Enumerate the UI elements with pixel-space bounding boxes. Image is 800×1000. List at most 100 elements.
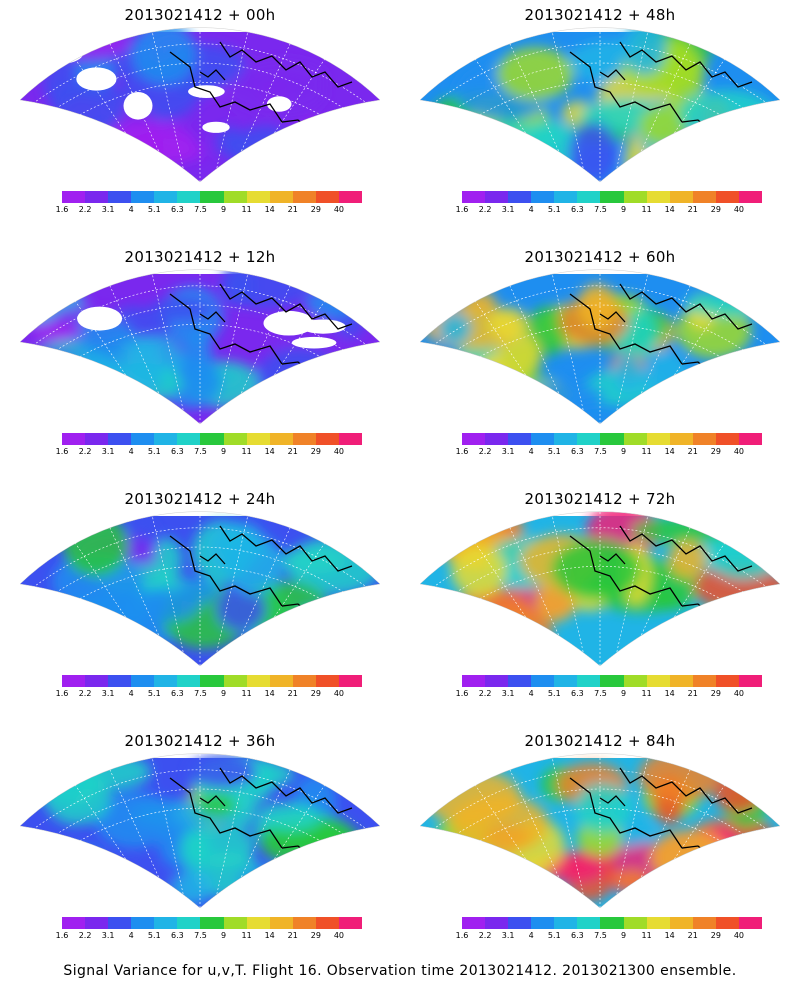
colorbar-swatch bbox=[269, 191, 293, 203]
colorbar-tick-label: 11 bbox=[641, 205, 652, 214]
colorbar-swatch bbox=[154, 917, 178, 929]
colorbar-tick-label: 21 bbox=[687, 205, 698, 214]
longitude-line bbox=[549, 511, 601, 667]
field-blob bbox=[47, 618, 82, 649]
colorbar-swatch bbox=[338, 191, 363, 203]
colorbar-tick-label: 14 bbox=[664, 447, 675, 456]
colorbar-swatch bbox=[600, 917, 624, 929]
colorbar-swatch bbox=[508, 433, 532, 445]
colorbar-tick-label: 6.3 bbox=[171, 689, 184, 698]
field-blob bbox=[182, 329, 213, 393]
field-blob bbox=[643, 350, 692, 413]
colorbar-swatch bbox=[738, 433, 763, 445]
latitude-line bbox=[420, 546, 780, 619]
latitude-line bbox=[20, 788, 380, 861]
field-blob bbox=[150, 296, 215, 321]
longitude-line bbox=[199, 753, 301, 909]
colorbar-swatch bbox=[485, 433, 509, 445]
colorbar-tick-label: 14 bbox=[264, 931, 275, 940]
colorbar-tick-label: 21 bbox=[287, 447, 298, 456]
colorbar-tick-label: 4 bbox=[128, 689, 134, 698]
colorbar-swatch bbox=[62, 191, 86, 203]
colorbar-ticks: 1.6 2.2 3.1 4 5.1 6.3 7.5 9 11 14 21 29 40 bbox=[56, 447, 362, 459]
colorbar-swatch bbox=[154, 433, 178, 445]
latitude-line bbox=[420, 285, 780, 356]
colorbar-tick-label: 21 bbox=[687, 689, 698, 698]
panel-title: 2013021412 + 48h bbox=[524, 6, 676, 24]
colorbar-tick-label: 2.2 bbox=[78, 689, 92, 698]
field-blob bbox=[62, 513, 129, 577]
colorbar-swatch bbox=[85, 675, 109, 687]
colorbar-tick-label: 14 bbox=[664, 931, 675, 940]
longitude-line bbox=[549, 27, 601, 183]
longitude-line bbox=[549, 753, 601, 909]
longitude-line bbox=[199, 753, 251, 909]
map-panel: 2013021412 + 84h 1.6 2.2 3.1 4 5.1 6.3 7.5 9 11 14… bbox=[400, 726, 800, 968]
field-blob bbox=[305, 287, 358, 319]
field-blob bbox=[577, 283, 617, 330]
map-panel: 2013021412 + 00h 1.6 2.2 3.1 4 5.1 6.3 7.5 9 11 14… bbox=[0, 0, 400, 242]
field-blob bbox=[216, 126, 245, 157]
colorbar-tick-label: 9 bbox=[220, 689, 227, 698]
field-blob bbox=[551, 538, 642, 601]
colorbar-tick-label: 40 bbox=[733, 931, 745, 940]
colorbar-tick-label: 6.3 bbox=[571, 447, 584, 456]
colorbar-tick-label: 2.2 bbox=[78, 205, 92, 214]
colorbar-tick-label: 6.3 bbox=[171, 931, 184, 940]
colorbar-swatch bbox=[131, 433, 155, 445]
colorbar-swatch bbox=[669, 433, 693, 445]
colorbar-tick-label: 1.6 bbox=[455, 447, 469, 456]
field-blob bbox=[476, 354, 508, 417]
colorbar-ticks: 1.6 2.2 3.1 4 5.1 6.3 7.5 9 11 14 21 29 40 bbox=[456, 205, 762, 217]
longitude-line bbox=[599, 27, 651, 183]
colorbar-tick-label: 7.5 bbox=[194, 931, 207, 940]
panel-title: 2013021412 + 36h bbox=[124, 732, 276, 750]
colorbar-swatch bbox=[246, 191, 270, 203]
colorbar-tick-label: 4 bbox=[128, 205, 134, 214]
no-data-area bbox=[300, 319, 346, 334]
colorbar-swatch bbox=[738, 917, 763, 929]
colorbar-swatch bbox=[200, 191, 224, 203]
colorbar-swatch bbox=[646, 917, 670, 929]
colorbar-swatch bbox=[338, 917, 363, 929]
colorbar-tick-label: 14 bbox=[664, 205, 675, 214]
field-blob bbox=[36, 847, 104, 870]
colorbar-tick-label: 14 bbox=[664, 689, 675, 698]
colorbar-swatch bbox=[85, 191, 109, 203]
field-blob bbox=[484, 849, 518, 890]
colorbar-swatch bbox=[646, 191, 670, 203]
longitude-line bbox=[599, 511, 701, 667]
colorbar-tick-label: 6.3 bbox=[571, 931, 584, 940]
longitude-line bbox=[199, 511, 251, 667]
colorbar-tick-label: 2.2 bbox=[478, 447, 492, 456]
map-panel: 2013021412 + 60h 1.6 2.2 3.1 4 5.1 6.3 7.5 9 11 14… bbox=[400, 242, 800, 484]
colorbar-swatch bbox=[200, 433, 224, 445]
field-blob bbox=[238, 866, 308, 894]
colorbar-tick-label: 3.1 bbox=[101, 447, 115, 456]
colorbar-tick-label: 7.5 bbox=[594, 689, 607, 698]
map-panel: 2013021412 + 72h 1.6 2.2 3.1 4 5.1 6.3 7.5 9 11 14… bbox=[400, 484, 800, 726]
longitude-line bbox=[199, 269, 251, 425]
field-blob bbox=[30, 321, 83, 342]
colorbar-swatch bbox=[62, 917, 86, 929]
variance-map bbox=[19, 511, 381, 667]
latitude-line bbox=[20, 62, 380, 135]
map-panel: 2013021412 + 24h 1.6 2.2 3.1 4 5.1 6.3 7.5 9 11 14… bbox=[0, 484, 400, 726]
colorbar-swatch bbox=[738, 675, 763, 687]
field-blob bbox=[449, 588, 534, 645]
colorbar-tick-label: 3.1 bbox=[501, 205, 515, 214]
no-data-area bbox=[97, 634, 119, 644]
variance-map bbox=[419, 511, 781, 667]
colorbar-tick-label: 14 bbox=[264, 447, 275, 456]
colorbar-tick-label: 3.1 bbox=[101, 205, 115, 214]
colorbar-swatch bbox=[246, 675, 270, 687]
field-blob bbox=[94, 609, 128, 656]
colorbar-swatch bbox=[338, 675, 363, 687]
colorbar-tick-label: 1.6 bbox=[455, 931, 469, 940]
colorbar-swatch bbox=[177, 433, 201, 445]
colorbar bbox=[62, 433, 363, 445]
colorbar-tick-label: 29 bbox=[310, 931, 321, 940]
latitude-line bbox=[420, 769, 780, 840]
field-blob bbox=[496, 47, 574, 101]
colorbar-swatch bbox=[715, 675, 739, 687]
